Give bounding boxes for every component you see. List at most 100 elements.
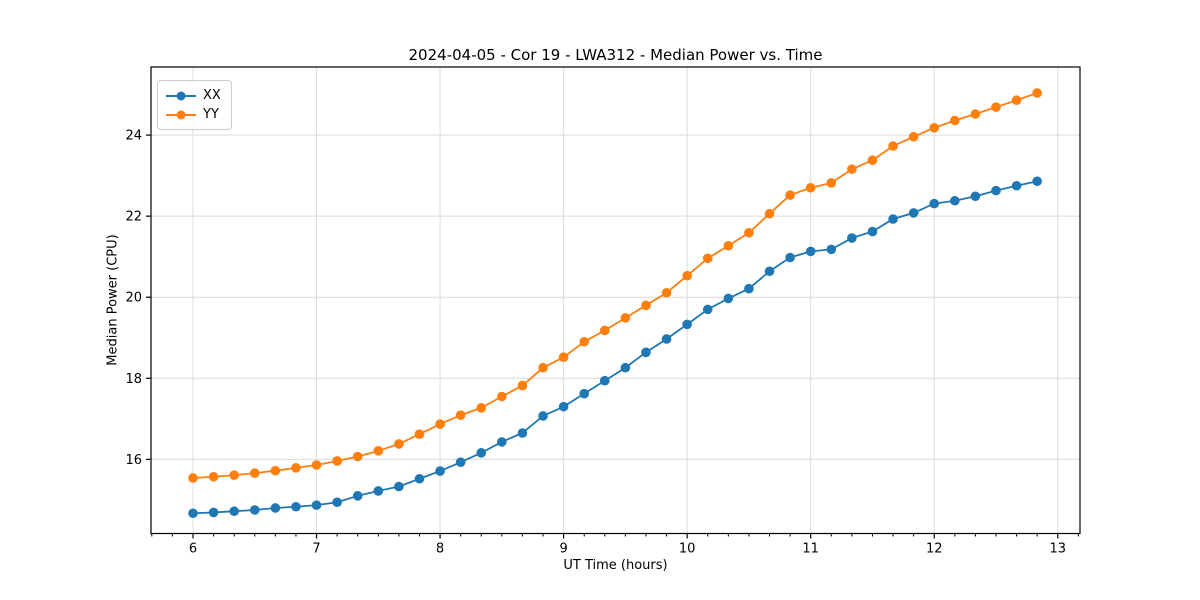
data-point-xx — [229, 506, 239, 517]
data-point-xx — [908, 208, 919, 218]
data-point-xx — [970, 191, 981, 202]
legend-label-xx: XX — [203, 88, 221, 103]
data-point-yy — [229, 470, 239, 480]
data-point-yy — [455, 410, 466, 420]
data-point-xx — [764, 266, 775, 277]
data-point-yy — [908, 131, 919, 142]
x-tick-label: 9 — [559, 542, 567, 557]
chart-title: 2024-04-05 - Cor 19 - LWA312 - Median Po… — [408, 46, 823, 64]
data-point-xx — [682, 319, 692, 330]
data-point-yy — [723, 240, 734, 251]
data-point-yy — [702, 253, 713, 264]
data-point-xx — [188, 508, 198, 519]
data-point-xx — [929, 198, 940, 209]
data-point-xx — [517, 428, 528, 438]
data-point-yy — [332, 456, 342, 466]
x-axis-label: UT Time (hours) — [563, 558, 668, 573]
data-point-xx — [579, 388, 590, 399]
data-point-yy — [641, 300, 651, 311]
legend-line-marker-icon — [166, 91, 196, 100]
data-point-xx — [394, 481, 404, 492]
data-point-yy — [888, 141, 898, 151]
data-point-xx — [641, 347, 651, 358]
data-point-xx — [352, 491, 363, 501]
data-point-yy — [373, 446, 384, 456]
data-point-xx — [455, 457, 466, 467]
data-point-xx — [249, 505, 260, 515]
x-tick-label: 13 — [1049, 542, 1066, 557]
data-point-yy — [352, 451, 363, 462]
x-tick-label: 10 — [679, 542, 696, 557]
data-point-yy — [394, 439, 404, 449]
legend-item-yy: YY — [166, 105, 221, 124]
data-point-yy — [867, 155, 878, 166]
data-point-yy — [826, 178, 837, 188]
data-point-yy — [805, 182, 816, 193]
data-point-yy — [620, 313, 631, 323]
data-point-xx — [723, 293, 734, 304]
legend: XX YY — [157, 80, 232, 130]
data-point-yy — [208, 471, 219, 482]
data-point-yy — [991, 102, 1001, 112]
x-tick-label: 8 — [436, 542, 444, 557]
data-point-xx — [414, 473, 425, 484]
data-point-yy — [847, 164, 857, 174]
data-point-yy — [476, 403, 487, 413]
data-point-xx — [538, 411, 548, 421]
data-point-xx — [950, 195, 960, 206]
data-point-xx — [702, 304, 713, 315]
data-point-yy — [1011, 95, 1022, 106]
legend-item-xx: XX — [166, 86, 221, 105]
data-point-yy — [682, 270, 692, 281]
data-point-yy — [558, 352, 569, 362]
data-point-yy — [435, 419, 445, 429]
data-point-xx — [847, 233, 857, 243]
data-point-yy — [744, 227, 754, 238]
legend-dot-icon — [176, 110, 186, 119]
x-tick-label: 7 — [312, 542, 320, 557]
data-point-xx — [558, 401, 569, 412]
x-tick-label: 12 — [926, 542, 943, 557]
data-point-xx — [311, 500, 322, 510]
data-point-xx — [599, 375, 610, 386]
data-point-yy — [970, 109, 981, 119]
data-point-yy — [517, 380, 528, 391]
data-point-xx — [497, 437, 507, 447]
data-point-xx — [785, 252, 795, 263]
data-point-xx — [476, 448, 487, 458]
data-point-yy — [188, 473, 198, 483]
y-tick-label: 22 — [125, 210, 142, 225]
data-point-yy — [950, 115, 960, 126]
x-tick-label: 11 — [802, 542, 819, 557]
y-tick-label: 20 — [125, 291, 142, 306]
data-point-xx — [991, 185, 1001, 196]
data-point-xx — [332, 497, 342, 508]
data-point-xx — [291, 501, 301, 512]
legend-dot-icon — [176, 91, 186, 100]
data-point-yy — [497, 391, 507, 402]
data-point-yy — [785, 190, 795, 200]
data-point-yy — [311, 460, 322, 470]
series-line-yy — [192, 92, 1039, 479]
data-point-xx — [435, 466, 445, 476]
data-point-xx — [826, 244, 837, 255]
data-point-yy — [1032, 88, 1042, 98]
data-point-yy — [764, 208, 775, 219]
data-point-xx — [867, 226, 878, 237]
y-tick-label: 18 — [125, 372, 142, 387]
data-point-xx — [620, 362, 631, 373]
x-tick-label: 6 — [189, 542, 197, 557]
data-point-xx — [888, 214, 898, 224]
data-point-yy — [414, 429, 425, 440]
data-point-xx — [270, 503, 281, 513]
legend-line-marker-icon — [166, 110, 196, 119]
data-point-xx — [1011, 180, 1022, 191]
y-tick-label: 16 — [125, 453, 142, 468]
data-point-yy — [929, 122, 940, 133]
data-point-yy — [291, 463, 301, 473]
y-axis-label: Median Power (CPU) — [105, 234, 121, 366]
data-point-yy — [579, 336, 590, 347]
data-point-xx — [661, 334, 672, 344]
